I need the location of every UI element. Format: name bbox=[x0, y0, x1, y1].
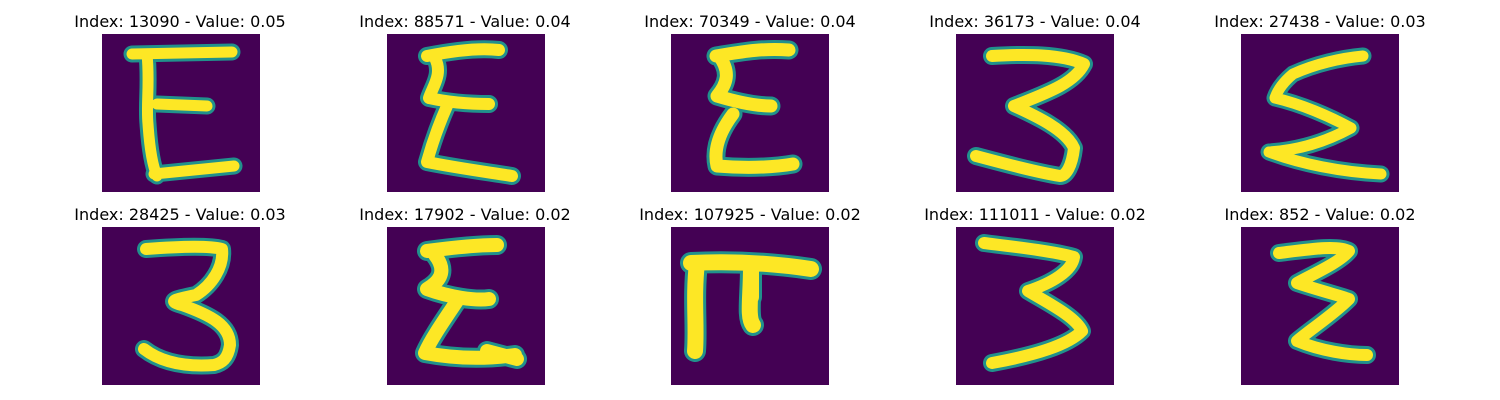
digit-image bbox=[102, 34, 260, 192]
glyph-sigma-icon bbox=[956, 34, 1114, 192]
panel-title: Index: 28425 - Value: 0.03 bbox=[30, 205, 330, 224]
glyph-z-icon bbox=[1241, 227, 1399, 385]
digit-image bbox=[956, 227, 1114, 385]
digit-image bbox=[671, 227, 829, 385]
digit-image bbox=[102, 227, 260, 385]
panel-title: Index: 88571 - Value: 0.04 bbox=[315, 12, 615, 31]
digit-image bbox=[956, 34, 1114, 192]
panel-title: Index: 111011 - Value: 0.02 bbox=[885, 205, 1185, 224]
panel-title: Index: 70349 - Value: 0.04 bbox=[600, 12, 900, 31]
glyph-3-icon bbox=[956, 227, 1114, 385]
glyph-pi-icon bbox=[671, 227, 829, 385]
panel-title: Index: 107925 - Value: 0.02 bbox=[600, 205, 900, 224]
panel-title: Index: 27438 - Value: 0.03 bbox=[1170, 12, 1470, 31]
panel-title: Index: 36173 - Value: 0.04 bbox=[885, 12, 1185, 31]
panel-title: Index: 17902 - Value: 0.02 bbox=[315, 205, 615, 224]
digit-image bbox=[1241, 227, 1399, 385]
glyph-sigma-icon bbox=[1241, 34, 1399, 192]
glyph-sigma-icon bbox=[387, 34, 545, 192]
digit-image bbox=[1241, 34, 1399, 192]
digit-image bbox=[387, 227, 545, 385]
digit-image bbox=[387, 34, 545, 192]
panel-title: Index: 852 - Value: 0.02 bbox=[1170, 205, 1470, 224]
glyph-sigma-icon bbox=[671, 34, 829, 192]
glyph-sigma-icon bbox=[387, 227, 545, 385]
glyph-3-icon bbox=[102, 227, 260, 385]
glyph-e-icon bbox=[102, 34, 260, 192]
panel-title: Index: 13090 - Value: 0.05 bbox=[30, 12, 330, 31]
digit-image bbox=[671, 34, 829, 192]
